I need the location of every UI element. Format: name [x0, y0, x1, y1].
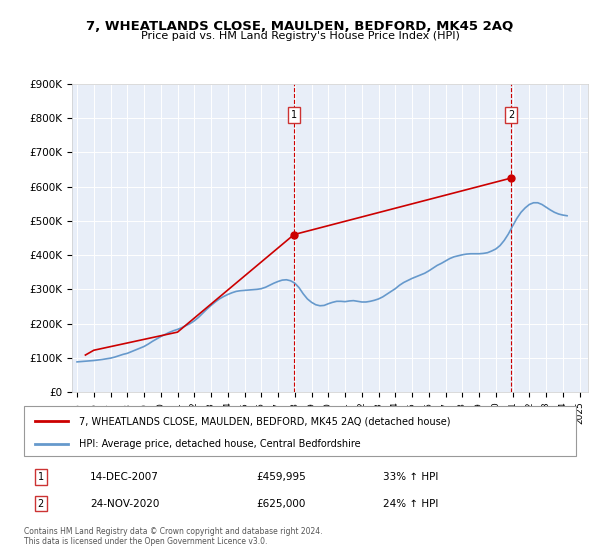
Text: 7, WHEATLANDS CLOSE, MAULDEN, BEDFORD, MK45 2AQ: 7, WHEATLANDS CLOSE, MAULDEN, BEDFORD, M… — [86, 20, 514, 32]
Text: 1: 1 — [291, 110, 297, 120]
Text: 33% ↑ HPI: 33% ↑ HPI — [383, 472, 438, 482]
Text: HPI: Average price, detached house, Central Bedfordshire: HPI: Average price, detached house, Cent… — [79, 439, 361, 449]
Text: 14-DEC-2007: 14-DEC-2007 — [90, 472, 159, 482]
Text: 24-NOV-2020: 24-NOV-2020 — [90, 498, 160, 508]
Text: £625,000: £625,000 — [256, 498, 305, 508]
Text: Contains HM Land Registry data © Crown copyright and database right 2024.
This d: Contains HM Land Registry data © Crown c… — [24, 526, 323, 546]
Text: Price paid vs. HM Land Registry's House Price Index (HPI): Price paid vs. HM Land Registry's House … — [140, 31, 460, 41]
FancyBboxPatch shape — [24, 406, 576, 456]
Text: 7, WHEATLANDS CLOSE, MAULDEN, BEDFORD, MK45 2AQ (detached house): 7, WHEATLANDS CLOSE, MAULDEN, BEDFORD, M… — [79, 416, 451, 426]
Text: 1: 1 — [37, 472, 44, 482]
Text: 2: 2 — [37, 498, 44, 508]
Text: £459,995: £459,995 — [256, 472, 305, 482]
Text: 2: 2 — [508, 110, 514, 120]
Text: 24% ↑ HPI: 24% ↑ HPI — [383, 498, 438, 508]
